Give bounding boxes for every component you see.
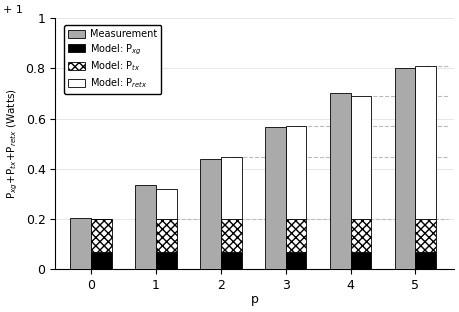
Bar xyxy=(220,158,241,219)
Y-axis label: P$_{xg}$+P$_{tx}$+P$_{retx}$ (Watts): P$_{xg}$+P$_{tx}$+P$_{retx}$ (Watts) xyxy=(6,88,20,199)
Bar xyxy=(329,93,350,269)
Bar xyxy=(220,219,241,252)
Bar xyxy=(350,96,370,219)
X-axis label: p: p xyxy=(250,294,258,306)
Bar xyxy=(394,68,414,269)
Bar xyxy=(156,219,176,252)
Bar xyxy=(91,252,112,269)
Bar xyxy=(285,252,306,269)
Bar xyxy=(220,252,241,269)
Bar xyxy=(156,189,176,219)
Bar xyxy=(264,127,285,269)
Text: + 1: + 1 xyxy=(3,5,23,16)
Bar xyxy=(414,219,435,252)
Legend: Measurement, Model: P$_{xg}$, Model: P$_{tx}$, Model: P$_{retx}$: Measurement, Model: P$_{xg}$, Model: P$_… xyxy=(64,25,161,94)
Bar xyxy=(350,252,370,269)
Bar xyxy=(70,218,91,269)
Bar xyxy=(414,66,435,219)
Bar xyxy=(135,185,156,269)
Bar xyxy=(285,219,306,252)
Bar xyxy=(91,219,112,252)
Bar xyxy=(350,219,370,252)
Bar xyxy=(285,126,306,219)
Bar xyxy=(156,252,176,269)
Bar xyxy=(414,252,435,269)
Bar xyxy=(200,159,220,269)
